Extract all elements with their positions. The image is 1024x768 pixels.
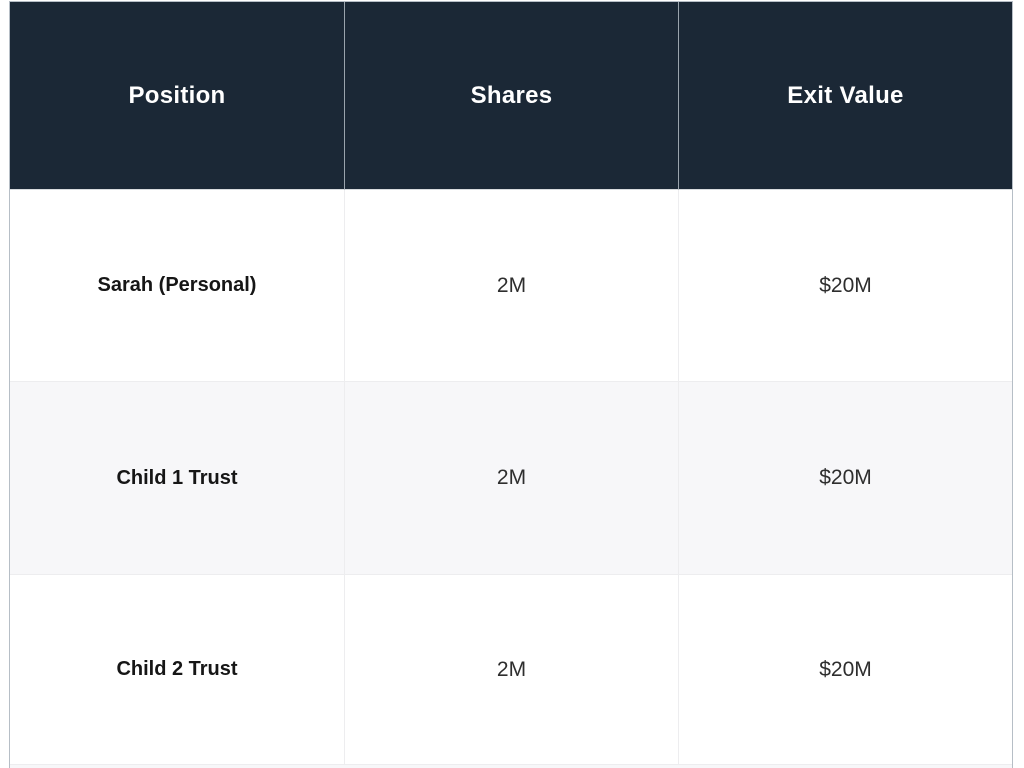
cell-position-sarah-personal: Sarah (Personal) bbox=[10, 190, 345, 382]
column-header-position: Position bbox=[10, 2, 345, 190]
cell-position-child-2-trust: Child 2 Trust bbox=[10, 575, 345, 765]
cell-shares-child-2-trust: 2M bbox=[345, 575, 679, 765]
cell-exit-value-child-1-trust: $20M bbox=[679, 382, 1012, 575]
cell-exit-value-sarah-personal: $20M bbox=[679, 190, 1012, 382]
positions-table: Position Shares Exit Value Sarah (Person… bbox=[9, 1, 1013, 768]
column-header-shares: Shares bbox=[345, 2, 679, 190]
cell-shares-child-1-trust: 2M bbox=[345, 382, 679, 575]
cutoff-next-row-sliver bbox=[10, 765, 1012, 768]
cell-exit-value-child-2-trust: $20M bbox=[679, 575, 1012, 765]
column-header-exit-value: Exit Value bbox=[679, 2, 1012, 190]
cell-position-child-1-trust: Child 1 Trust bbox=[10, 382, 345, 575]
cell-shares-sarah-personal: 2M bbox=[345, 190, 679, 382]
